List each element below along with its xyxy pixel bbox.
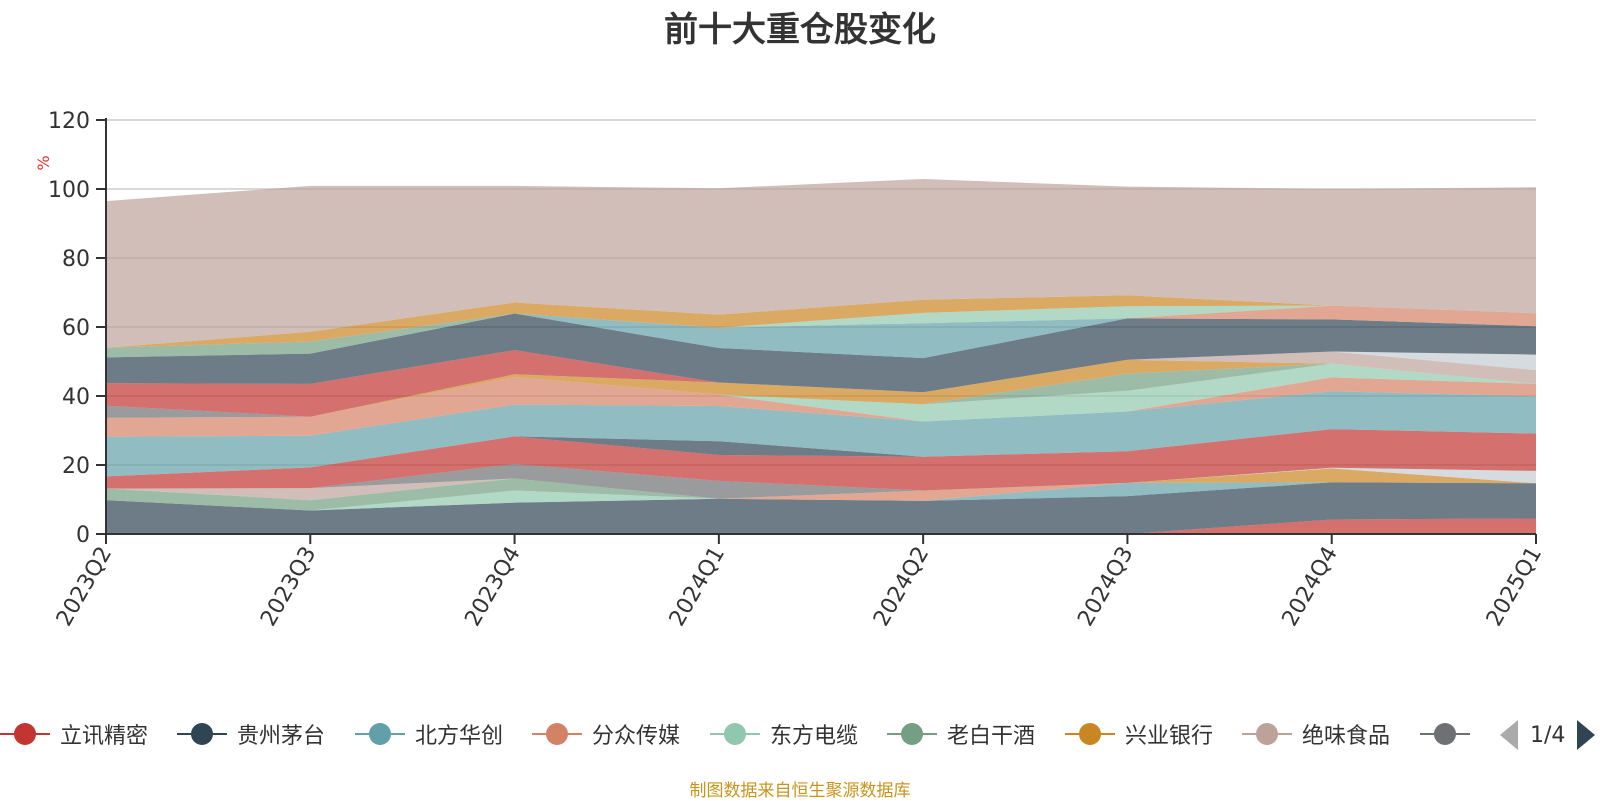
legend-marker-icon (1420, 720, 1470, 748)
legend-marker-icon (1065, 720, 1115, 748)
area-series-13[interactable] (106, 429, 1536, 477)
legend-item[interactable]: 北方华创 (355, 712, 503, 756)
legend-item[interactable]: 分众传媒 (532, 712, 680, 756)
area-series-2[interactable] (106, 482, 1536, 534)
area-series-30[interactable] (106, 179, 1536, 348)
legend-prev-page-icon[interactable] (1500, 720, 1518, 750)
legend-label: 北方华创 (415, 724, 504, 749)
x-tick-label: 2024Q4 (1278, 543, 1343, 631)
x-tick-label: 2024Q3 (1073, 543, 1138, 631)
area-series-15[interactable] (106, 377, 1536, 437)
legend-next-page-icon[interactable] (1577, 720, 1596, 750)
area-series-26[interactable] (106, 305, 1536, 358)
chart-title: 前十大重仓股变化 (664, 10, 936, 50)
legend-marker-icon (355, 720, 405, 748)
area-series-8[interactable] (106, 468, 1536, 501)
area-series-9[interactable] (106, 464, 1536, 499)
y-tick-label: 120 (48, 109, 90, 134)
x-tick-label: 2023Q2 (52, 543, 117, 631)
legend-marker-icon (710, 720, 760, 748)
legend-pager: 1/4 (1500, 718, 1600, 752)
legend-page-label: 1/4 (1530, 722, 1566, 748)
x-tick-label: 2024Q1 (665, 543, 730, 631)
legend-item[interactable]: 贵州茅台 (177, 712, 325, 756)
y-tick-label: 0 (76, 523, 90, 548)
legend-label: 老白干酒 (947, 724, 1036, 749)
area-series-3[interactable] (106, 482, 1536, 511)
x-tick-label: 2024Q2 (869, 543, 934, 631)
x-tick-label: 2025Q1 (1482, 543, 1547, 631)
legend: 立讯精密 贵州茅台 北方华创 分众传媒 东方电缆 老白干酒 兴业银行 绝味食品 (0, 712, 1490, 756)
legend-item[interactable]: 绝味食品 (1242, 712, 1390, 756)
legend-label: 立讯精密 (60, 724, 149, 749)
legend-label: 绝味食品 (1302, 724, 1391, 749)
area-series-12[interactable] (106, 429, 1536, 491)
legend-label: 兴业银行 (1125, 724, 1214, 749)
x-tick-label: 2023Q4 (460, 543, 525, 631)
area-series-4[interactable] (106, 482, 1536, 511)
legend-item[interactable]: 老白干酒 (887, 712, 1035, 756)
source-note: 制图数据来自恒生聚源数据库 (689, 781, 911, 801)
legend-marker-icon (532, 720, 582, 748)
y-tick-label: 60 (62, 316, 90, 341)
area-series-29[interactable] (106, 295, 1536, 348)
area-series-5[interactable] (106, 482, 1536, 511)
area-series-18[interactable] (106, 359, 1536, 418)
legend-item[interactable]: 东方电缆 (710, 712, 858, 756)
y-tick-label: 80 (62, 247, 90, 272)
area-series-19[interactable] (106, 351, 1536, 418)
area-series-14[interactable] (106, 391, 1536, 477)
area-series-23[interactable] (106, 350, 1536, 417)
area-series-24[interactable] (106, 313, 1536, 393)
area-series-group (106, 179, 1536, 534)
legend-marker-icon (0, 720, 50, 748)
y-tick-label: 100 (48, 178, 90, 203)
area-series-6[interactable] (106, 478, 1536, 511)
legend-marker-icon (1242, 720, 1292, 748)
area-series-1[interactable] (106, 518, 1536, 535)
y-axis-label: % (34, 155, 53, 170)
legend-label: 贵州茅台 (237, 724, 326, 749)
legend-label: 东方电缆 (770, 724, 859, 749)
legend-marker-icon (887, 720, 937, 748)
stacked-area-chart: 0 20 40 60 80 100 120% 2023Q2 2023Q3 2023Q4 2024Q1… (34, 109, 1547, 631)
y-tick-label: 40 (62, 385, 90, 410)
legend-item[interactable]: 立讯精密 (0, 712, 148, 756)
area-series-28[interactable] (106, 305, 1536, 358)
x-tick-label: 2023Q3 (256, 543, 321, 631)
y-tick-label: 20 (62, 454, 90, 479)
area-series-25[interactable] (106, 313, 1536, 359)
legend-item[interactable]: 兴业银行 (1065, 712, 1213, 756)
legend-label: 分众传媒 (592, 724, 681, 749)
legend-item[interactable] (1420, 712, 1480, 756)
legend-marker-icon (177, 720, 227, 748)
area-series-17[interactable] (106, 363, 1536, 418)
